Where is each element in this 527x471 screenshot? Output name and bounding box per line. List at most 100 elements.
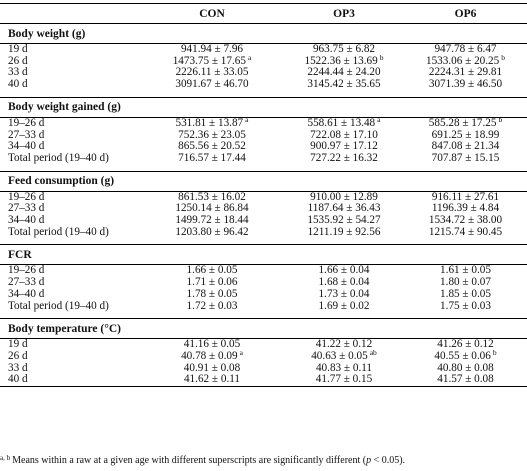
table-body: Body weight (g) 19 d 941.94 ± 7.96 963.75 ±… (0, 23, 527, 388)
table-cell: 1215.74 ± 90.45 (404, 226, 527, 239)
cell-value: 40.80 ± 0.08 (437, 361, 494, 374)
cell-value: 2244.44 ± 24.20 (307, 66, 381, 79)
significance-superscript: b (379, 52, 384, 62)
table-cell: 2224.31 ± 29.81 (404, 67, 527, 79)
cell-value: 558.61 ± 13.48 (307, 116, 376, 129)
cell-value: 1522.36 ± 13.69 (304, 54, 378, 67)
table-cell: 41.22 ± 0.12 (284, 338, 404, 351)
cell-value: 752.36 ± 23.05 (178, 128, 246, 141)
header-op3: OP3 (284, 3, 404, 24)
row-label: 27–33 d (8, 276, 45, 289)
significance-superscript: ab (369, 347, 377, 357)
cell-value: 716.57 ± 17.44 (178, 151, 246, 164)
table-cell: 40.80 ± 0.08 (404, 361, 527, 375)
table-cell: 1203.80 ± 96.42 (140, 225, 284, 239)
table-row: 27–33 d 752.36 ± 23.05 722.08 ± 17.10 691.2… (0, 128, 527, 142)
cell-value: 41.62 ± 0.11 (183, 373, 241, 386)
cell-value: 531.81 ± 13.87 (175, 116, 244, 129)
footnote-p-symbol: p (366, 455, 372, 466)
table-cell: 947.78 ± 6.47 (404, 43, 527, 56)
table-cell: 1533.06 ± 20.25 b (404, 53, 527, 68)
table-cell: 40.55 ± 0.06 b (404, 349, 527, 363)
table-row: 34–40 d 865.56 ± 20.52 900.97 ± 17.12 847.0… (0, 140, 527, 153)
row-label: Total period (19–40 d) (8, 151, 109, 164)
table-cell: 1522.36 ± 13.69 b (284, 52, 404, 68)
row-label: 19–26 d (8, 190, 45, 203)
cell-value: 1203.80 ± 96.42 (175, 225, 249, 238)
section-title: Body weight (g) (0, 23, 527, 44)
table-cell: 865.56 ± 20.52 (140, 140, 284, 153)
table-row: 19 d 41.16 ± 0.05 41.22 ± 0.12 41.26 ± 0.12 (0, 338, 527, 351)
row-label: 19–26 d (8, 116, 45, 129)
table-cell: 40.78 ± 0.09 a (140, 347, 284, 363)
cell-value: 707.87 ± 15.15 (431, 151, 500, 164)
cell-value: 41.22 ± 0.12 (315, 338, 373, 351)
section-header-row: Body weight gained (g) (0, 96, 527, 118)
header-row: CON OP3 OP6 (0, 3, 527, 24)
section-title: Feed consumption (g) (0, 170, 527, 192)
cell-value: 3091.67 ± 46.70 (175, 78, 249, 91)
cell-value: 1.72 ± 0.03 (186, 299, 238, 312)
cell-value: 963.75 ± 6.82 (312, 43, 376, 55)
header-op6: OP6 (404, 3, 527, 24)
section-header-row: Feed consumption (g) (0, 170, 527, 192)
cell-value: 947.78 ± 6.47 (434, 43, 497, 55)
cell-value: 1.61 ± 0.05 (440, 264, 491, 277)
table-cell: 558.61 ± 13.48 a (284, 114, 404, 129)
cell-value: 2226.11 ± 33.05 (175, 66, 249, 79)
section-header-row: Body weight (g) (0, 23, 527, 44)
footnote-marks: a, b (0, 454, 11, 462)
table-cell: 1535.92 ± 54.27 (284, 214, 404, 227)
cell-value: 1.66 ± 0.05 (186, 264, 238, 277)
table-cell: 1.71 ± 0.06 (140, 276, 284, 289)
table-cell: 1534.72 ± 38.00 (404, 214, 527, 227)
cell-value: 1250.14 ± 86.84 (175, 202, 249, 215)
table-cell: 963.75 ± 6.82 (284, 43, 404, 56)
table-row: 40 d 41.62 ± 0.11 41.77 ± 0.15 41.57 ± 0.08 (0, 373, 527, 388)
cell-value: 900.97 ± 17.12 (310, 140, 378, 153)
cell-value: 1211.19 ± 92.56 (307, 225, 381, 238)
significance-superscript: a (239, 347, 243, 357)
table-cell: 40.91 ± 0.08 (140, 361, 284, 375)
table-row: Total period (19–40 d) 1.72 ± 0.03 1.69 ± … (0, 299, 527, 313)
table-cell: 1473.75 ± 17.65 a (140, 52, 284, 68)
row-label: 27–33 d (8, 128, 45, 141)
row-label: 26 d (8, 349, 28, 362)
section-title: Body weight gained (g) (0, 96, 527, 118)
row-label: 33 d (8, 66, 28, 79)
cell-value: 41.16 ± 0.05 (183, 338, 241, 351)
significance-superscript: a (377, 114, 381, 124)
table-row: 34–40 d 1499.72 ± 18.44 1535.92 ± 54.27 153… (0, 214, 527, 227)
table-row: 34–40 d 1.78 ± 0.05 1.73 ± 0.04 1.85 ± 0.05 (0, 287, 527, 301)
cell-value: 40.91 ± 0.08 (183, 361, 241, 374)
cell-value: 1.75 ± 0.03 (440, 299, 491, 312)
table-header: CON OP3 OP6 (0, 3, 527, 24)
table-cell: 1.72 ± 0.03 (140, 299, 284, 313)
significance-superscript: a (247, 52, 252, 62)
cell-value: 847.08 ± 21.34 (431, 140, 500, 153)
table-row: 33 d 40.91 ± 0.08 40.83 ± 0.11 40.80 ± 0.08 (0, 361, 527, 375)
table-cell: 847.08 ± 21.34 (404, 140, 527, 153)
table-cell: 2244.44 ± 24.20 (284, 67, 404, 79)
table-row: 27–33 d 1.71 ± 0.06 1.68 ± 0.04 1.80 ± 0.07 (0, 276, 527, 289)
footnote-text: Means within a raw at a given age with d… (12, 455, 367, 466)
row-label: 34–40 d (8, 214, 45, 227)
table-cell: 752.36 ± 23.05 (140, 128, 284, 142)
cell-value: 40.63 ± 0.05 (311, 349, 368, 362)
row-label: 40 d (0, 373, 140, 388)
cell-value: 1.78 ± 0.05 (186, 287, 238, 300)
cell-value: 1.85 ± 0.05 (440, 287, 491, 300)
row-label: 33 d (8, 361, 28, 374)
cell-value: 1.73 ± 0.04 (318, 287, 370, 300)
cell-value: 865.56 ± 20.52 (178, 140, 246, 153)
cell-value: 3071.39 ± 46.50 (428, 78, 503, 91)
table-cell: 1.75 ± 0.03 (404, 299, 527, 313)
table-cell: 722.08 ± 17.10 (284, 129, 404, 142)
cell-value: 1499.72 ± 18.44 (175, 214, 249, 227)
table-cell: 1.69 ± 0.02 (284, 300, 404, 313)
table-row: Total period (19–40 d) 716.57 ± 17.44 727.… (0, 151, 527, 165)
table-cell: 1211.19 ± 92.56 (284, 225, 404, 239)
row-label: 19 d (8, 43, 28, 55)
table-cell: 1.66 ± 0.04 (284, 265, 404, 277)
table-cell: 861.53 ± 16.02 (140, 191, 284, 203)
